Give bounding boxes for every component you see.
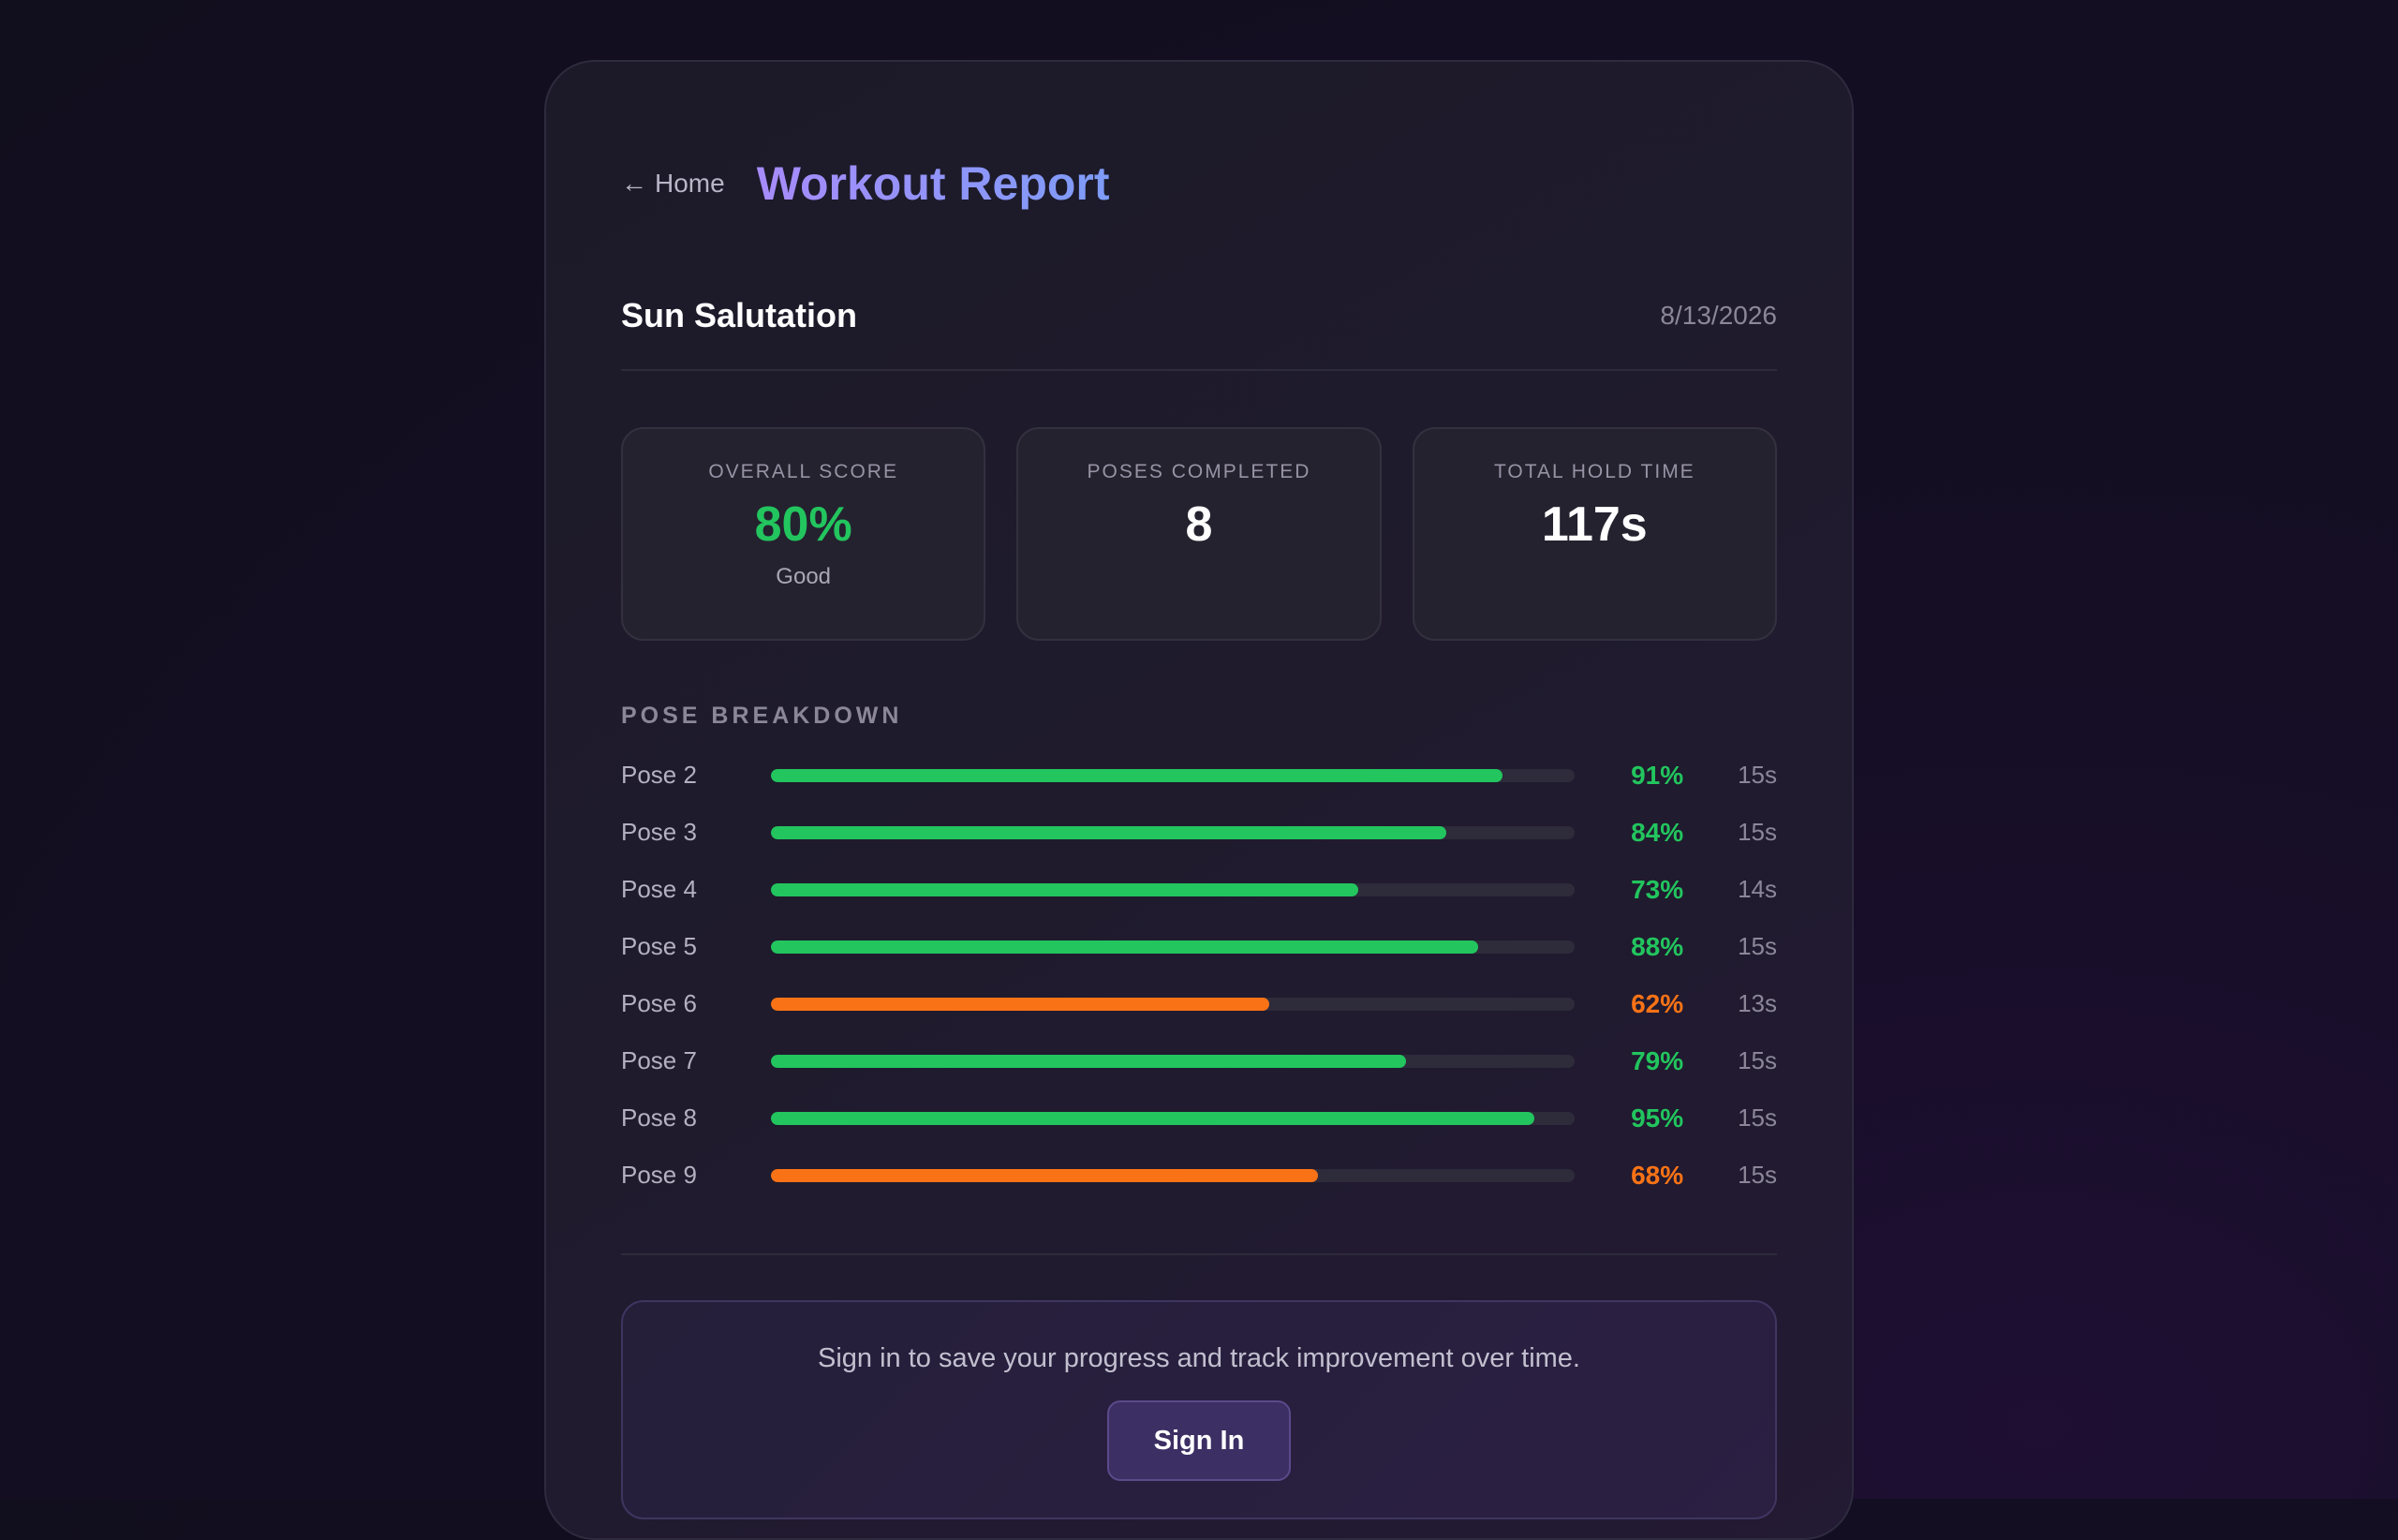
report-card: ← Home Workout Report Sun Salutation 8/1… bbox=[544, 60, 1854, 1540]
workout-date: 8/13/2026 bbox=[1660, 301, 1777, 330]
section-title: POSE BREAKDOWN bbox=[621, 703, 903, 729]
signin-message: Sign in to save your progress and track … bbox=[818, 1343, 1580, 1373]
pose-name: Pose 9 bbox=[621, 1161, 697, 1189]
score-bar-fill bbox=[770, 997, 1270, 1011]
pose-row: Pose 4 73% 14s bbox=[621, 861, 1777, 918]
stat-value: 117s bbox=[1541, 497, 1648, 552]
score-bar-fill bbox=[770, 882, 1358, 896]
page-title: Workout Report bbox=[756, 157, 1110, 210]
pose-row: Pose 2 91% 15s bbox=[621, 747, 1777, 804]
pose-name: Pose 2 bbox=[621, 761, 697, 789]
pose-row: Pose 9 68% 15s bbox=[621, 1147, 1777, 1204]
workout-name: Sun Salutation bbox=[621, 296, 857, 334]
pose-breakdown: POSE BREAKDOWN Pose 2 91% 15s Pose 3 84% 15s P… bbox=[621, 703, 1777, 1204]
pose-name: Pose 4 bbox=[621, 875, 697, 903]
stat-value: 80% bbox=[754, 497, 852, 552]
pose-name: Pose 8 bbox=[621, 1103, 697, 1132]
stat-label: TOTAL HOLD TIME bbox=[1493, 461, 1695, 482]
score-bar-fill bbox=[770, 1054, 1407, 1068]
workout-summary: Sun Salutation 8/13/2026 bbox=[621, 296, 1777, 371]
stat-label: OVERALL SCORE bbox=[708, 461, 898, 482]
pose-name: Pose 7 bbox=[621, 1046, 697, 1074]
pose-hold-time: 15s bbox=[1738, 818, 1777, 846]
pose-score: 73% bbox=[1631, 874, 1684, 904]
score-bar-track bbox=[770, 940, 1576, 954]
pose-row: Pose 6 62% 13s bbox=[621, 975, 1777, 1032]
pose-score: 88% bbox=[1631, 931, 1684, 961]
score-bar-fill bbox=[770, 768, 1503, 782]
pose-hold-time: 13s bbox=[1738, 989, 1777, 1017]
home-link-label: Home bbox=[655, 169, 725, 198]
pose-row: Pose 3 84% 15s bbox=[621, 804, 1777, 861]
stat-overall-score: OVERALL SCORE 80% Good bbox=[621, 427, 986, 641]
score-bar-track bbox=[770, 1168, 1576, 1182]
score-bar-track bbox=[770, 1054, 1576, 1068]
home-link[interactable]: ← Home bbox=[621, 169, 725, 199]
stat-rating: Good bbox=[776, 564, 832, 589]
pose-score: 84% bbox=[1631, 817, 1684, 847]
stat-poses-completed: POSES COMPLETED 8 bbox=[1016, 427, 1382, 641]
pose-hold-time: 15s bbox=[1738, 1046, 1777, 1074]
stat-label: POSES COMPLETED bbox=[1087, 461, 1311, 482]
score-bar-track bbox=[770, 768, 1576, 782]
score-bar-fill bbox=[770, 1168, 1318, 1182]
score-bar-fill bbox=[770, 825, 1446, 839]
pose-row: Pose 5 88% 15s bbox=[621, 918, 1777, 975]
pose-hold-time: 14s bbox=[1738, 875, 1777, 903]
score-bar-fill bbox=[770, 940, 1479, 954]
score-bar-track bbox=[770, 882, 1576, 896]
stat-total-hold-time: TOTAL HOLD TIME 117s bbox=[1412, 427, 1777, 641]
pose-hold-time: 15s bbox=[1738, 761, 1777, 789]
arrow-left-icon: ← bbox=[621, 169, 647, 198]
pose-name: Pose 6 bbox=[621, 989, 697, 1017]
pose-name: Pose 3 bbox=[621, 818, 697, 846]
header: ← Home Workout Report bbox=[621, 137, 1110, 230]
pose-hold-time: 15s bbox=[1738, 1103, 1777, 1132]
pose-score: 79% bbox=[1631, 1045, 1684, 1075]
pose-score: 91% bbox=[1631, 760, 1684, 790]
pose-score: 62% bbox=[1631, 988, 1684, 1018]
stats-row: OVERALL SCORE 80% Good POSES COMPLETED 8… bbox=[621, 427, 1777, 641]
pose-row: Pose 8 95% 15s bbox=[621, 1089, 1777, 1147]
divider bbox=[621, 1253, 1777, 1255]
pose-list: Pose 2 91% 15s Pose 3 84% 15s Pose 4 73% 14s Pose… bbox=[621, 747, 1777, 1204]
pose-name: Pose 5 bbox=[621, 932, 697, 960]
stat-value: 8 bbox=[1185, 497, 1213, 552]
signin-prompt: Sign in to save your progress and track … bbox=[621, 1300, 1777, 1519]
score-bar-track bbox=[770, 1111, 1576, 1125]
score-bar-track bbox=[770, 997, 1576, 1011]
pose-hold-time: 15s bbox=[1738, 932, 1777, 960]
pose-row: Pose 7 79% 15s bbox=[621, 1032, 1777, 1089]
score-bar-fill bbox=[770, 1111, 1535, 1125]
score-bar-track bbox=[770, 825, 1576, 839]
pose-score: 95% bbox=[1631, 1103, 1684, 1133]
pose-score: 68% bbox=[1631, 1160, 1684, 1190]
sign-in-button[interactable]: Sign In bbox=[1107, 1400, 1291, 1481]
pose-hold-time: 15s bbox=[1738, 1161, 1777, 1189]
